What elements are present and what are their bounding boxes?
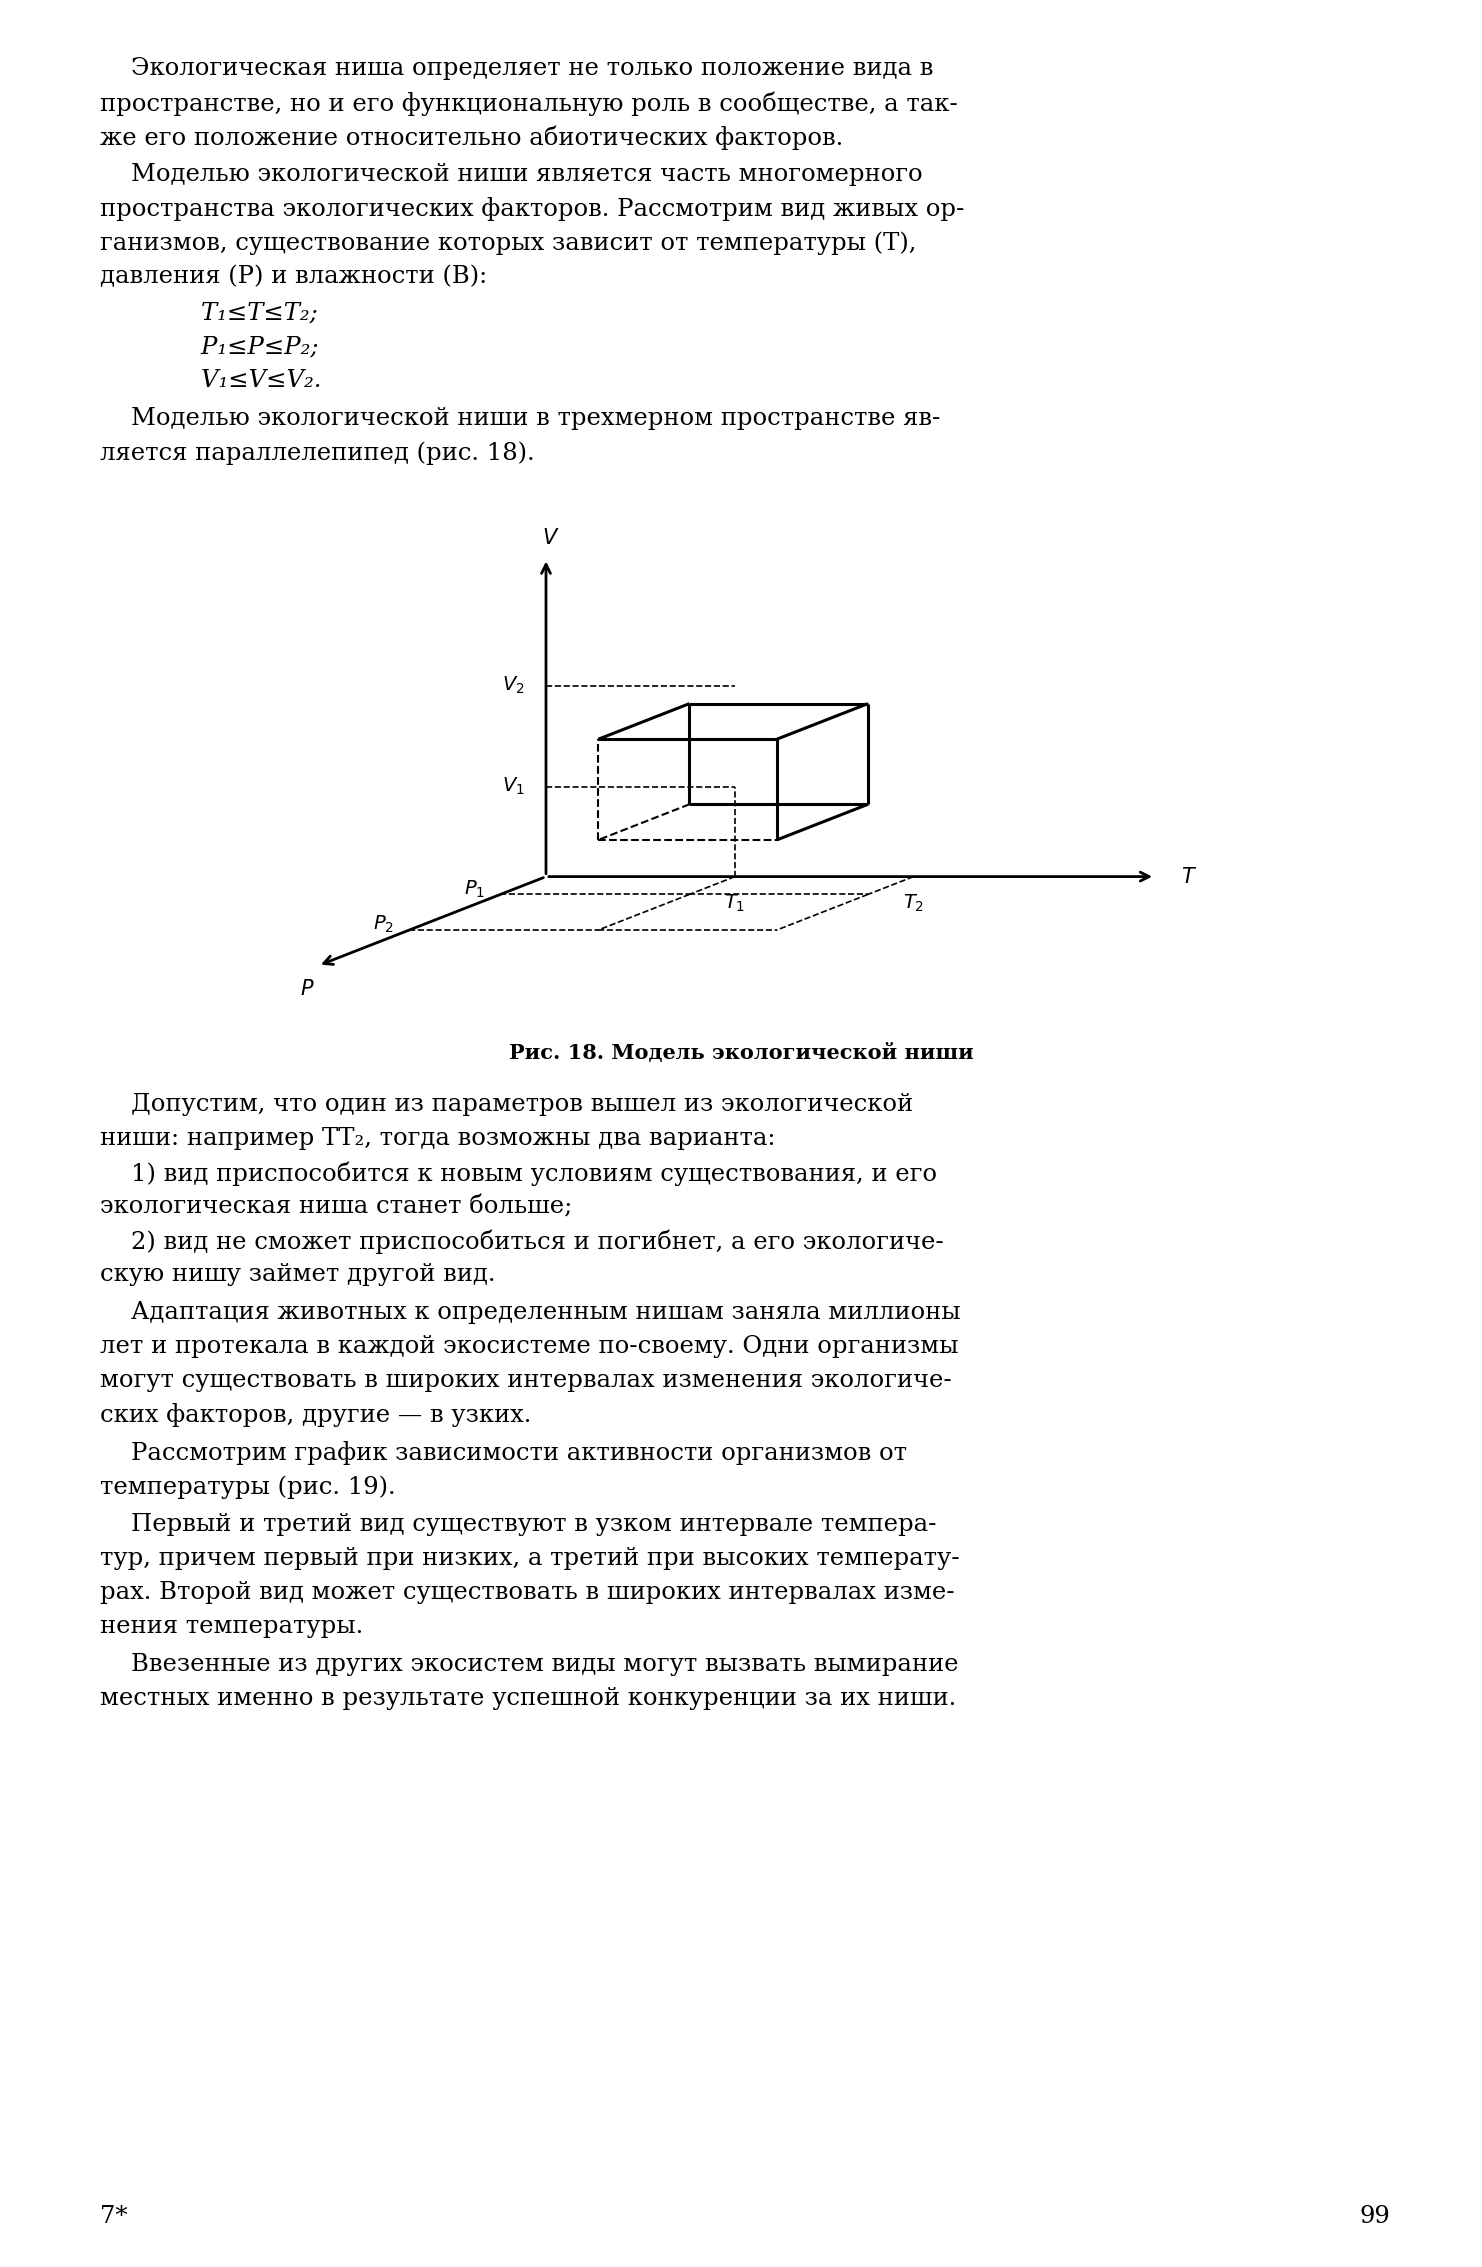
Text: тур, причем первый при низких, а третий при высоких температу-: тур, причем первый при низких, а третий … [99, 1546, 960, 1571]
Text: экологическая ниша станет больше;: экологическая ниша станет больше; [99, 1195, 572, 1217]
Text: 2) вид не сможет приспособиться и погибнет, а его экологиче-: 2) вид не сможет приспособиться и погибн… [99, 1229, 944, 1254]
Text: $V_2$: $V_2$ [502, 676, 525, 696]
Text: T₁≤T≤T₂;: T₁≤T≤T₂; [170, 302, 317, 324]
Text: ляется параллелепипед (рис. 18).: ляется параллелепипед (рис. 18). [99, 442, 535, 465]
Text: Рассмотрим график зависимости активности организмов от: Рассмотрим график зависимости активности… [99, 1442, 907, 1464]
Text: Допустим, что один из параметров вышел из экологической: Допустим, что один из параметров вышел и… [99, 1093, 913, 1115]
Text: Моделью экологической ниши в трехмерном пространстве яв-: Моделью экологической ниши в трехмерном … [99, 408, 941, 431]
Text: пространства экологических факторов. Рассмотрим вид живых ор-: пространства экологических факторов. Рас… [99, 197, 965, 220]
Text: ганизмов, существование которых зависит от температуры (Т),: ганизмов, существование которых зависит … [99, 231, 916, 254]
Text: Адаптация животных к определенным нишам заняла миллионы: Адаптация животных к определенным нишам … [99, 1301, 960, 1324]
Text: Ввезенные из других экосистем виды могут вызвать вымирание: Ввезенные из других экосистем виды могут… [99, 1653, 959, 1675]
Text: 99: 99 [1359, 2206, 1390, 2228]
Text: $P_2$: $P_2$ [372, 914, 394, 936]
Text: P₁≤P≤P₂;: P₁≤P≤P₂; [170, 336, 319, 358]
Text: ниши: например ТТ₂, тогда возможны два варианта:: ниши: например ТТ₂, тогда возможны два в… [99, 1127, 775, 1149]
Text: скую нишу займет другой вид.: скую нишу займет другой вид. [99, 1263, 495, 1285]
Text: температуры (рис. 19).: температуры (рис. 19). [99, 1476, 396, 1498]
Text: Моделью экологической ниши является часть многомерного: Моделью экологической ниши является част… [99, 163, 923, 186]
Text: лет и протекала в каждой экосистеме по-своему. Одни организмы: лет и протекала в каждой экосистеме по-с… [99, 1335, 959, 1358]
Text: пространстве, но и его функциональную роль в сообществе, а так-: пространстве, но и его функциональную ро… [99, 91, 957, 116]
Text: $V$: $V$ [542, 528, 560, 549]
Text: давления (Р) и влажности (В):: давления (Р) и влажности (В): [99, 265, 488, 288]
Text: V₁≤V≤V₂.: V₁≤V≤V₂. [170, 370, 322, 392]
Text: $T_2$: $T_2$ [903, 893, 925, 914]
Text: $T_1$: $T_1$ [725, 893, 745, 914]
Text: рах. Второй вид может существовать в широких интервалах изме-: рах. Второй вид может существовать в шир… [99, 1580, 954, 1605]
Text: $V_1$: $V_1$ [502, 775, 525, 798]
Text: нения температуры.: нения температуры. [99, 1614, 363, 1639]
Text: местных именно в результате успешной конкуренции за их ниши.: местных именно в результате успешной кон… [99, 1687, 956, 1709]
Text: Рис. 18. Модель экологической ниши: Рис. 18. Модель экологической ниши [508, 1043, 974, 1063]
Text: $T$: $T$ [1181, 866, 1197, 886]
Text: Первый и третий вид существуют в узком интервале темпера-: Первый и третий вид существуют в узком и… [99, 1512, 937, 1537]
Text: же его положение относительно абиотических факторов.: же его положение относительно абиотическ… [99, 125, 843, 150]
Text: ских факторов, другие — в узких.: ских факторов, другие — в узких. [99, 1403, 532, 1426]
Text: $P_1$: $P_1$ [464, 877, 485, 900]
Text: могут существовать в широких интервалах изменения экологиче-: могут существовать в широких интервалах … [99, 1369, 951, 1392]
Text: 1) вид приспособится к новым условиям существования, и его: 1) вид приспособится к новым условиям су… [99, 1161, 937, 1186]
Text: 7*: 7* [99, 2206, 127, 2228]
Text: Экологическая ниша определяет не только положение вида в: Экологическая ниша определяет не только … [99, 57, 934, 79]
Text: $P$: $P$ [301, 979, 314, 1000]
